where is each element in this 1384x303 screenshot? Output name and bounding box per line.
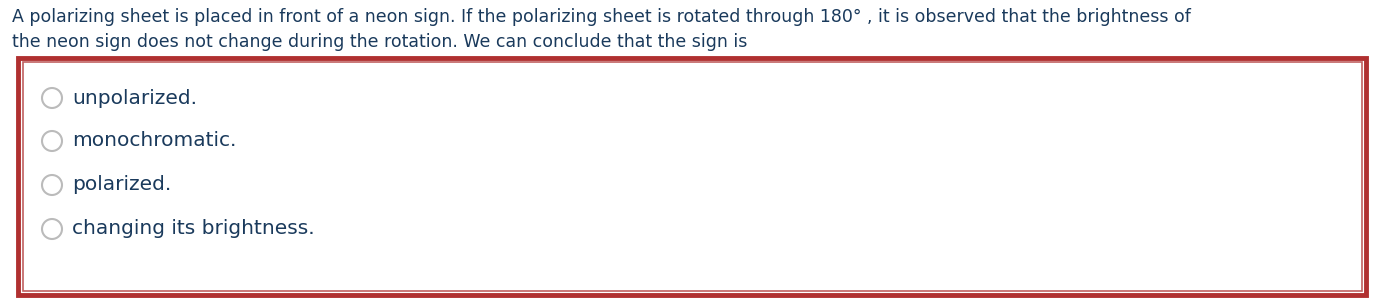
Circle shape: [42, 219, 62, 239]
Text: monochromatic.: monochromatic.: [72, 132, 237, 151]
Text: A polarizing sheet is placed in front of a neon sign. If the polarizing sheet is: A polarizing sheet is placed in front of…: [12, 8, 1190, 26]
Text: changing its brightness.: changing its brightness.: [72, 219, 314, 238]
Circle shape: [42, 175, 62, 195]
Circle shape: [42, 131, 62, 151]
FancyBboxPatch shape: [22, 62, 1362, 291]
Circle shape: [42, 88, 62, 108]
Text: unpolarized.: unpolarized.: [72, 88, 197, 108]
Text: the neon sign does not change during the rotation. We can conclude that the sign: the neon sign does not change during the…: [12, 33, 747, 51]
Text: polarized.: polarized.: [72, 175, 172, 195]
FancyBboxPatch shape: [18, 58, 1366, 295]
